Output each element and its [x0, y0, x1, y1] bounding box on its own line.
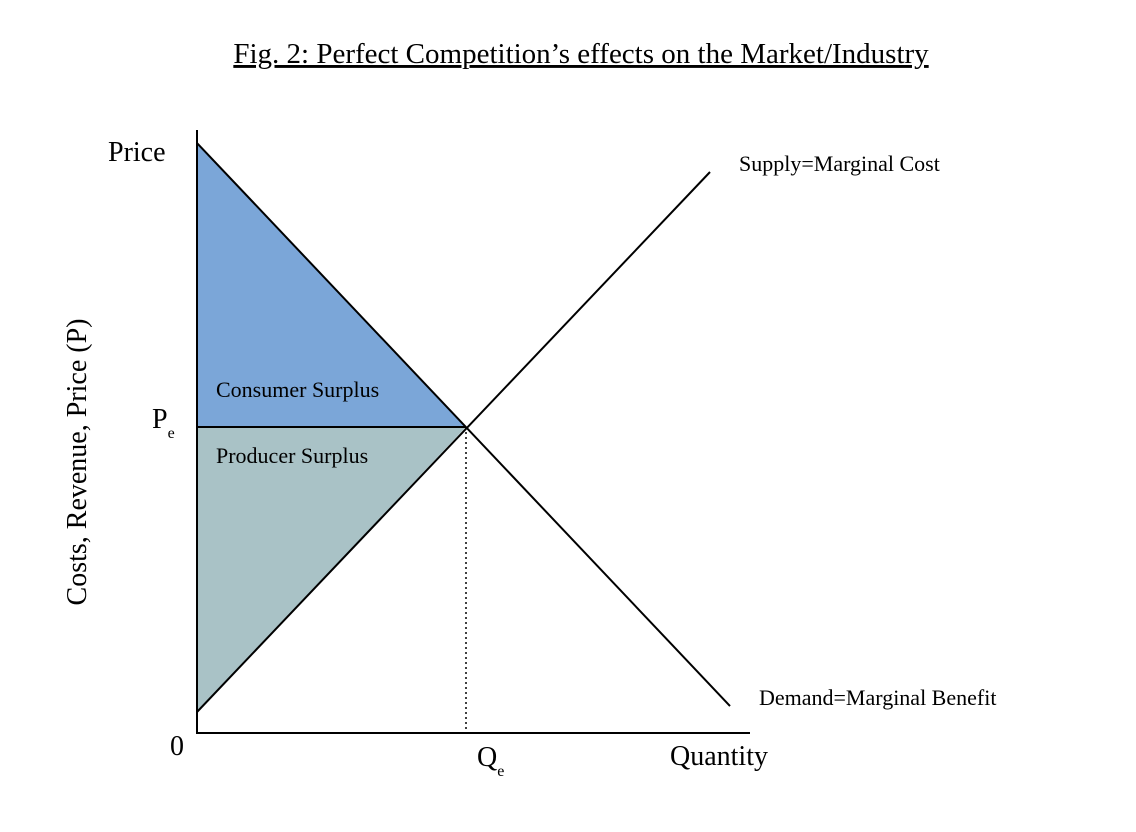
y-axis-title: Costs, Revenue, Price (P) [62, 319, 93, 606]
demand-curve [196, 142, 731, 707]
supply-curve [196, 171, 711, 713]
producer-surplus-label: Producer Surplus [216, 443, 368, 468]
qe-sub: e [497, 763, 504, 780]
supply-curve-label: Supply=Marginal Cost [739, 151, 940, 176]
pe-sub: e [168, 425, 175, 442]
origin-label: 0 [170, 731, 184, 762]
equilibrium-price-label: Pe [152, 404, 175, 442]
x-axis-label: Quantity [670, 741, 768, 772]
figure-title: Fig. 2: Perfect Competition’s effects on… [233, 38, 929, 70]
pe-main: P [152, 404, 168, 435]
qe-main: Q [477, 742, 497, 773]
consumer-surplus-label: Consumer Surplus [216, 377, 379, 402]
y-axis-top-label: Price [108, 137, 166, 168]
equilibrium-quantity-label: Qe [477, 742, 504, 780]
demand-curve-label: Demand=Marginal Benefit [759, 685, 996, 710]
